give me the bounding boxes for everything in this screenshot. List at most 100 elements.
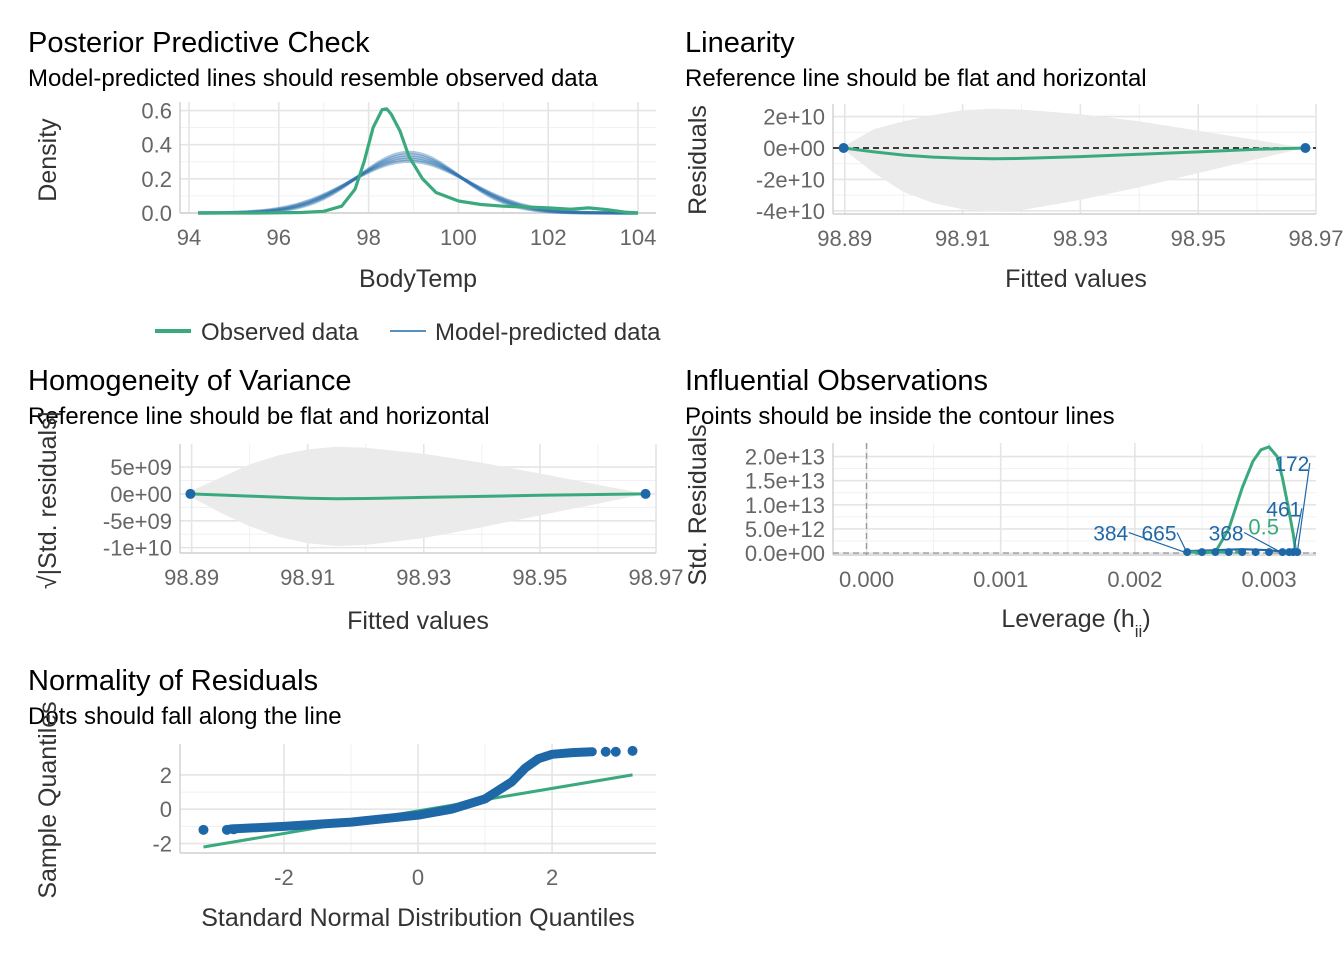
qq-y-tick-label: 0 xyxy=(160,797,172,822)
homogeneity-title: Homogeneity of Variance xyxy=(28,365,351,397)
linearity-y-ticks: -4e+10 -2e+10 0e+00 2e+10 xyxy=(756,105,825,224)
homogeneity-y-tick-label: -1e+10 xyxy=(103,536,172,561)
influence-point xyxy=(1224,548,1233,557)
linearity-x-tick-label: 98.93 xyxy=(1053,226,1108,251)
homogeneity-x-tick-label: 98.89 xyxy=(164,565,219,590)
homogeneity-x-tick-label: 98.97 xyxy=(628,565,683,590)
ppc-subtitle: Model-predicted lines should resemble ob… xyxy=(28,65,598,92)
linearity-title: Linearity xyxy=(685,27,795,59)
influence-point-label: 368 xyxy=(1209,523,1244,546)
homogeneity-point xyxy=(185,488,196,499)
influence-point xyxy=(1293,548,1302,557)
homogeneity-x-tick-label: 98.93 xyxy=(396,565,451,590)
homogeneity-x-tick-label: 98.91 xyxy=(280,565,335,590)
ppc-y-ticks: 0.0 0.2 0.4 0.6 xyxy=(141,99,172,226)
influence-point-label: 461 xyxy=(1266,498,1301,521)
influence-subtitle: Points should be inside the contour line… xyxy=(685,403,1115,430)
ppc-y-tick-label: 0.2 xyxy=(141,167,172,192)
homogeneity-subtitle: Reference line should be flat and horizo… xyxy=(28,403,490,430)
qq-grid xyxy=(179,744,656,854)
ppc-legend: Observed data Model-predicted data xyxy=(155,319,661,346)
homogeneity-y-tick-label: 5e+09 xyxy=(110,455,172,480)
influence-y-tick-label: 1.0e+13 xyxy=(745,493,825,518)
linearity-y-axis-label: Residuals xyxy=(684,105,712,215)
influence-point xyxy=(1251,548,1260,557)
influence-point xyxy=(1211,548,1220,557)
influence-point xyxy=(1238,548,1247,557)
qq-subtitle: Dots should fall along the line xyxy=(28,703,342,730)
influence-label-leader xyxy=(1296,462,1311,554)
qq-point xyxy=(198,824,209,835)
ppc-x-tick-label: 102 xyxy=(530,225,567,250)
linearity-x-axis-label: Fitted values xyxy=(1005,265,1147,293)
linearity-subtitle: Reference line should be flat and horizo… xyxy=(685,65,1147,92)
linearity-y-tick-label: 2e+10 xyxy=(763,105,825,130)
influence-point xyxy=(1278,548,1287,557)
panel-ppc: Posterior Predictive Check Model-predict… xyxy=(28,27,661,346)
ppc-y-tick-label: 0.4 xyxy=(141,133,172,158)
linearity-point xyxy=(1300,143,1311,153)
influence-points xyxy=(1183,548,1302,557)
ppc-x-tick-label: 100 xyxy=(440,225,477,250)
panel-linearity: Linearity Reference line should be flat … xyxy=(684,27,1344,293)
influence-y-tick-label: 2.0e+13 xyxy=(745,445,825,470)
qq-x-tick-label: -2 xyxy=(274,865,294,890)
legend-observed-label: Observed data xyxy=(201,319,359,346)
ppc-predicted-draw xyxy=(198,157,638,215)
qq-y-tick-label: 2 xyxy=(160,763,172,788)
qq-y-ticks: -2 0 2 xyxy=(152,763,172,857)
ppc-y-axis-label: Density xyxy=(34,118,62,202)
homogeneity-x-ticks: 98.89 98.91 98.93 98.95 98.97 xyxy=(164,565,683,590)
qq-x-ticks: -2 0 2 xyxy=(274,865,558,890)
qq-points xyxy=(198,745,638,835)
influence-point xyxy=(1197,548,1206,557)
influence-point xyxy=(1183,548,1192,557)
qq-point xyxy=(600,746,611,757)
ppc-y-tick-label: 0.6 xyxy=(141,99,172,124)
influence-grid xyxy=(832,443,1316,556)
qq-x-axis-label: Standard Normal Distribution Quantiles xyxy=(201,904,635,932)
influence-contour-label: 0.5 xyxy=(1248,515,1279,540)
influence-label-leader xyxy=(1292,508,1303,554)
homogeneity-x-tick-label: 98.95 xyxy=(512,565,567,590)
qq-point xyxy=(627,745,638,756)
influence-point-label: 384 xyxy=(1093,523,1128,546)
influence-point-label: 665 xyxy=(1142,523,1177,546)
ppc-predicted-draw xyxy=(198,153,638,215)
ppc-observed-line xyxy=(198,107,639,215)
qq-x-tick-label: 2 xyxy=(546,865,558,890)
influence-label-leader xyxy=(1128,531,1188,554)
influence-x-tick-label: 0.002 xyxy=(1107,567,1162,592)
ppc-predicted-draw xyxy=(198,159,638,215)
linearity-x-tick-label: 98.97 xyxy=(1288,226,1343,251)
influence-contour-line xyxy=(1195,445,1298,555)
qq-sample-curve xyxy=(225,747,597,834)
homogeneity-smooth-line xyxy=(190,492,646,501)
linearity-y-tick-label: -2e+10 xyxy=(756,167,825,192)
qq-y-tick-label: -2 xyxy=(152,832,172,857)
homogeneity-x-axis-label: Fitted values xyxy=(347,607,489,635)
homogeneity-points xyxy=(185,488,651,499)
linearity-x-tick-label: 98.89 xyxy=(817,226,872,251)
homogeneity-point xyxy=(640,488,651,499)
ppc-y-tick-label: 0.0 xyxy=(141,201,172,226)
homogeneity-y-tick-label: -5e+09 xyxy=(103,509,172,534)
ppc-predicted-draw xyxy=(198,155,638,215)
qq-title: Normality of Residuals xyxy=(28,665,318,697)
ppc-title: Posterior Predictive Check xyxy=(28,27,370,59)
ppc-x-tick-label: 96 xyxy=(267,225,291,250)
linearity-point xyxy=(838,143,849,153)
panel-influence: Influential Observations Points should b… xyxy=(684,365,1316,641)
qq-point xyxy=(610,746,621,757)
qq-x-tick-label: 0 xyxy=(412,865,424,890)
influence-y-tick-label: 1.5e+13 xyxy=(745,469,825,494)
influence-label-leader xyxy=(1243,531,1283,554)
ppc-x-tick-label: 98 xyxy=(356,225,380,250)
ppc-x-axis-label: BodyTemp xyxy=(359,265,477,293)
influence-x-tick-label: 0.001 xyxy=(973,567,1028,592)
panel-homogeneity: Homogeneity of Variance Reference line s… xyxy=(28,365,684,635)
influence-y-axis-label: Std. Residuals xyxy=(684,424,712,585)
legend-predicted-label: Model-predicted data xyxy=(435,319,661,346)
influence-x-ticks: 0.000 0.001 0.002 0.003 xyxy=(839,567,1297,592)
